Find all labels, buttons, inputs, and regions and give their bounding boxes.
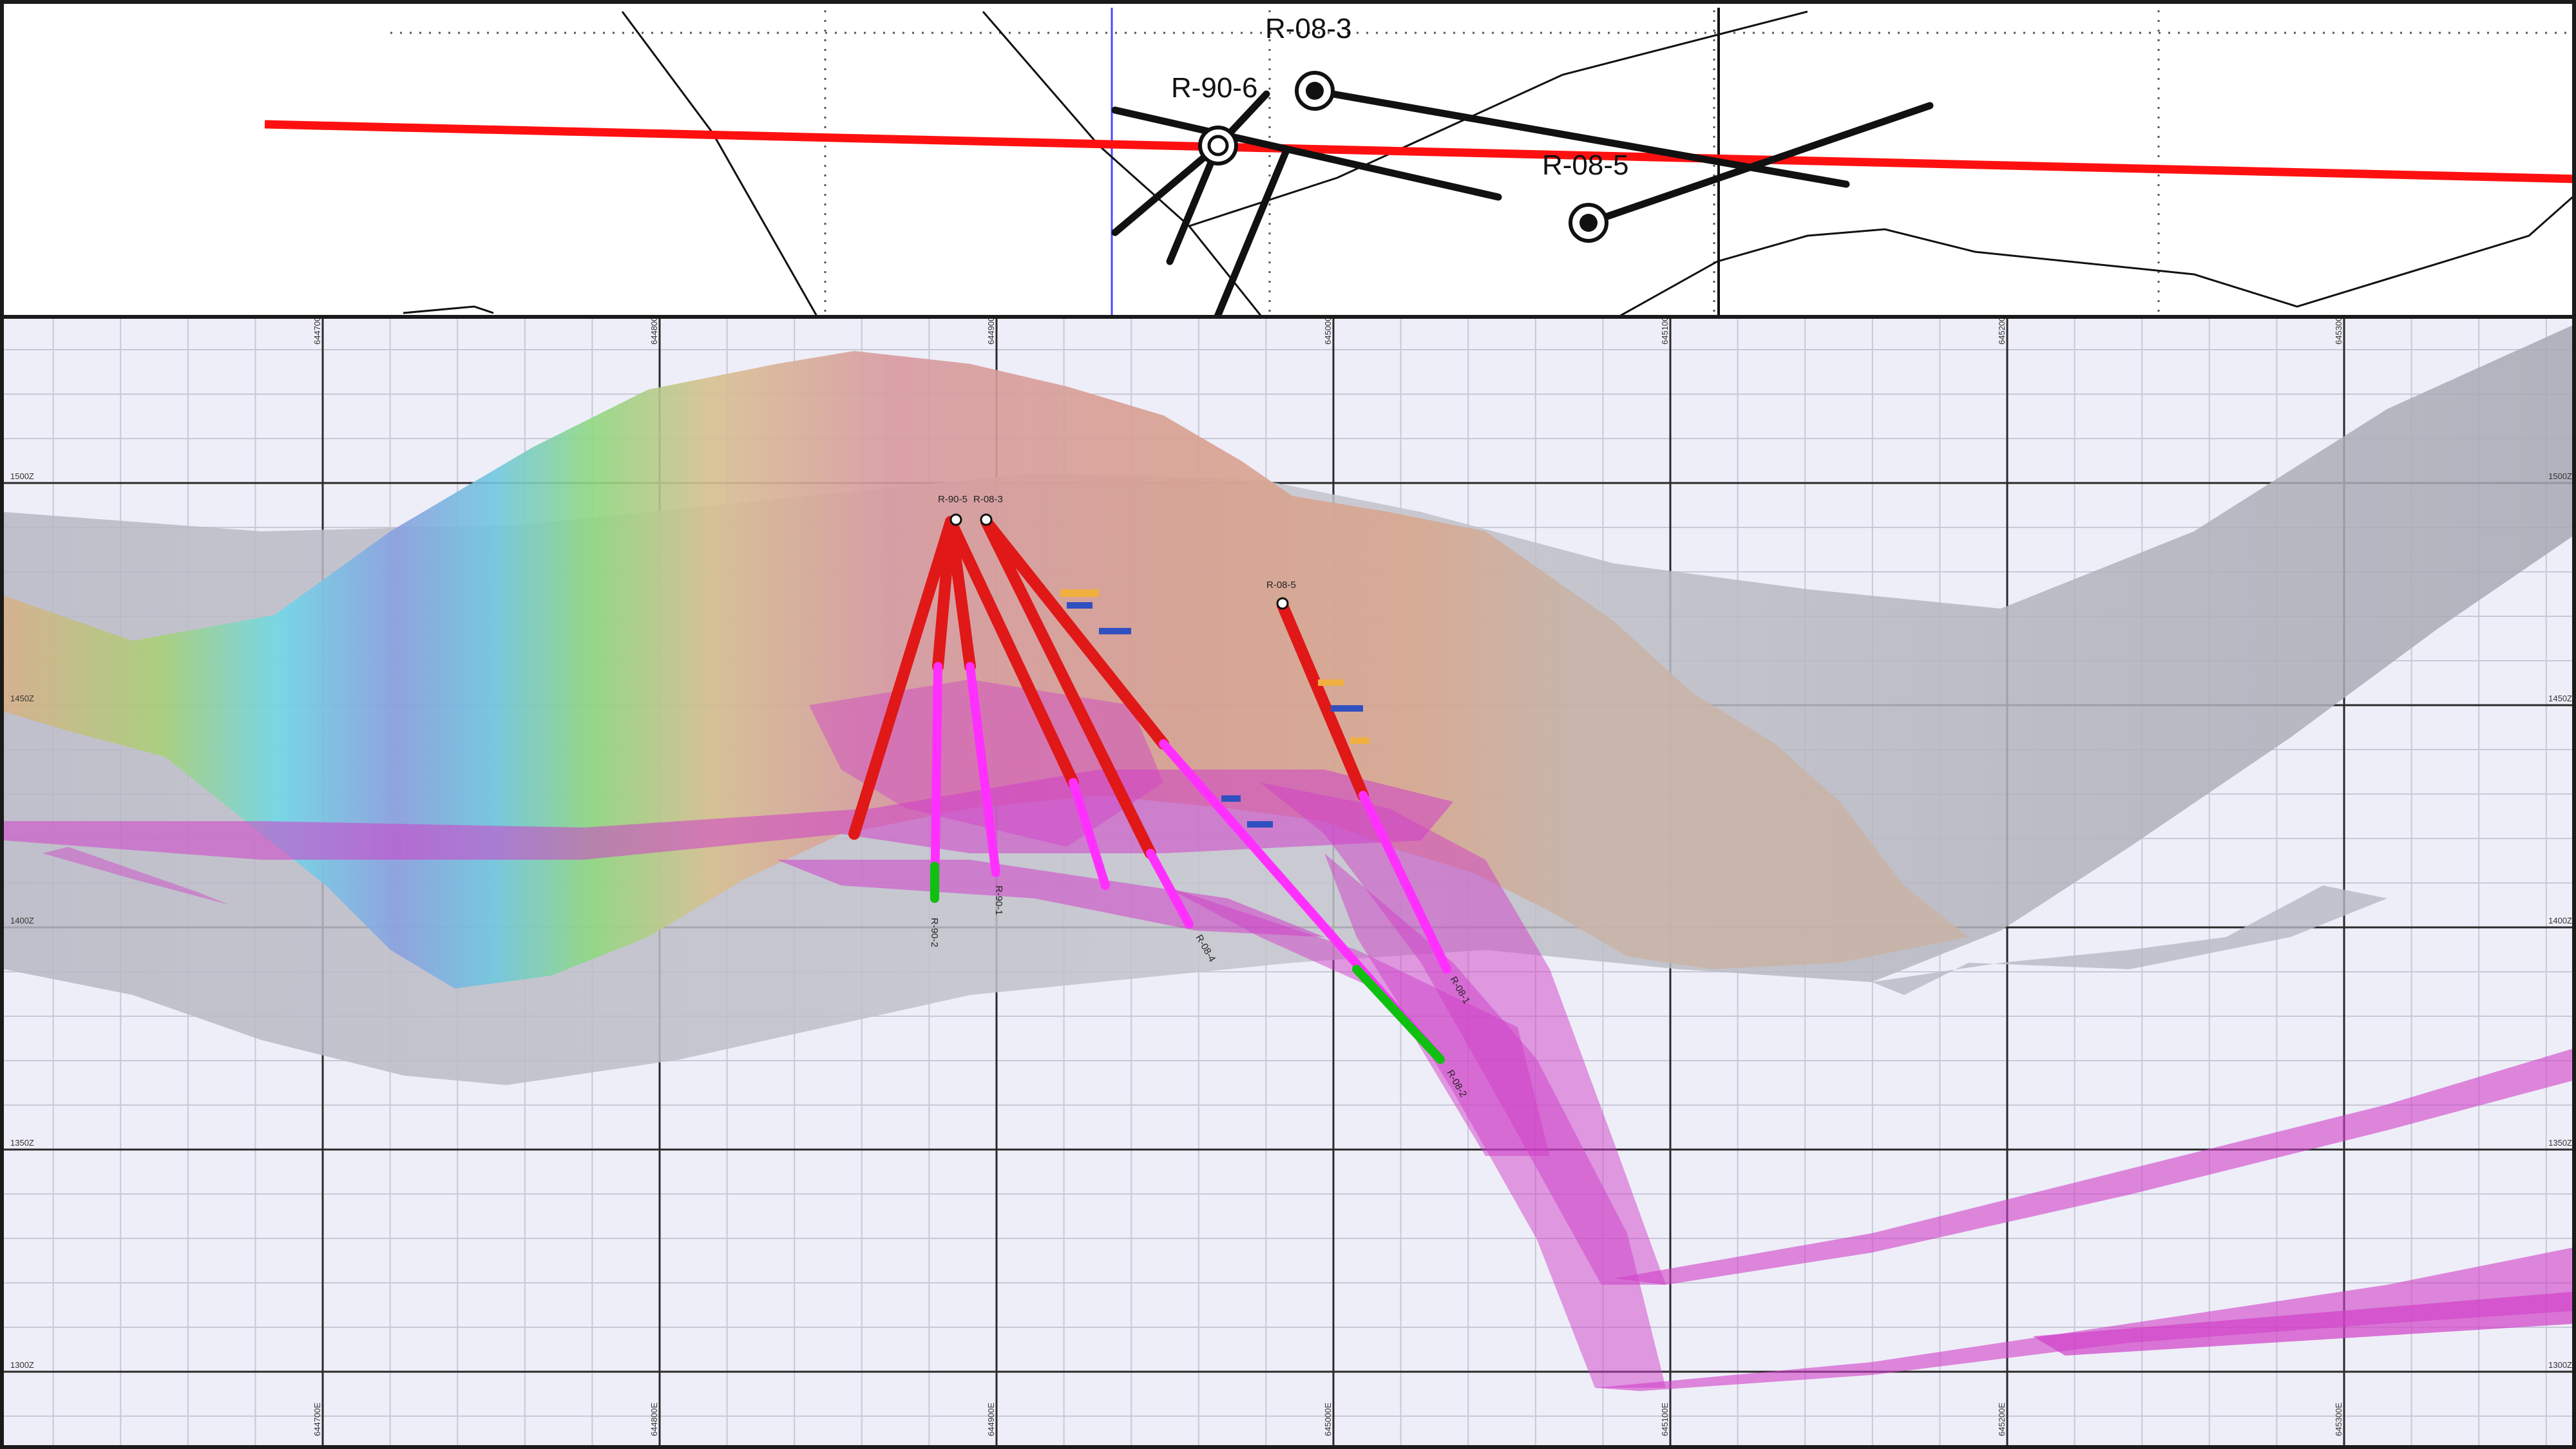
elevation-tick-label: 1450Z: [2548, 694, 2572, 703]
easting-tick-label: 645000E: [1323, 1403, 1333, 1436]
section-line: [264, 120, 2572, 184]
hole-end-label: R-90-1: [993, 886, 1004, 915]
easting-tick-label: 645100E: [1660, 1403, 1670, 1436]
plan-label-R-90-6: R-90-6: [1171, 72, 1258, 104]
section-collars[interactable]: [949, 513, 1289, 610]
plan-label-R-08-3: R-08-3: [1265, 13, 1352, 44]
elevation-labels-right: 1500Z 1450Z 1400Z 1350Z 1300Z: [2548, 471, 2572, 1370]
easting-tick-label: 644700E: [312, 319, 322, 345]
hole-end-label: R-90-2: [929, 918, 940, 947]
easting-labels-top: 644700E 644800E 644900E 645000E 645100E 64520…: [312, 319, 2343, 345]
elevation-tick-label: 1300Z: [2548, 1360, 2572, 1370]
easting-tick-label: 644900E: [986, 1403, 996, 1436]
elevation-labels-left: 1500Z 1450Z 1400Z 1350Z 1300Z: [10, 471, 34, 1370]
elevation-tick-label: 1500Z: [10, 471, 34, 481]
collar-label-right: R-08-3: [973, 494, 1003, 505]
collar-R-08-3[interactable]: [1295, 71, 1335, 111]
elevation-tick-label: 1350Z: [2548, 1138, 2572, 1148]
section-drill-holes: [848, 516, 1451, 1064]
elevation-tick-label: 1450Z: [10, 694, 34, 703]
easting-labels-bottom: 644700E 644800E 644900E 645000E 645100E 64520…: [312, 1403, 2343, 1436]
easting-tick-label: 644800E: [649, 319, 659, 345]
plan-outline-traces: [403, 10, 2572, 315]
collar-R-08-5[interactable]: [1569, 203, 1608, 243]
easting-tick-label: 645200E: [1997, 1403, 2007, 1436]
plan-dotted-grid: [390, 10, 2572, 315]
easting-tick-label: 644900E: [986, 319, 996, 345]
easting-tick-label: 644800E: [649, 1403, 659, 1436]
elevation-tick-label: 1500Z: [2548, 471, 2572, 481]
vein-planes: [4, 679, 2572, 1391]
elevation-tick-label: 1400Z: [10, 916, 34, 925]
plan-drill-traces: [1111, 87, 1934, 315]
elevation-tick-label: 1400Z: [2548, 916, 2572, 925]
easting-tick-label: 644700E: [312, 1403, 322, 1436]
collar-label-far: R-08-5: [1266, 580, 1296, 591]
collar-R-90-6[interactable]: [1198, 126, 1238, 166]
easting-tick-label: 645300E: [2334, 1403, 2343, 1436]
elevation-tick-label: 1350Z: [10, 1138, 34, 1148]
easting-tick-label: 645300E: [2334, 319, 2343, 345]
assay-histograms: [1060, 589, 1369, 828]
easting-tick-label: 645200E: [1997, 319, 2007, 345]
easting-tick-label: 645100E: [1660, 319, 1670, 345]
plan-label-R-08-5: R-08-5: [1542, 149, 1629, 181]
section-view-canvas[interactable]: R-90-5 R-08-3 R-08-5 R-90-2 R-90-1 R-08-…: [4, 319, 2576, 1449]
plan-view-canvas[interactable]: R-08-3 R-90-6 R-08-5: [4, 4, 2576, 319]
collar-label-left: R-90-5: [938, 494, 968, 505]
easting-tick-label: 645000E: [1323, 319, 1333, 345]
plan-view-pane[interactable]: R-08-3 R-90-6 R-08-5: [0, 0, 2576, 319]
grey-surface-lower: [1872, 886, 2387, 995]
section-view-pane[interactable]: R-90-5 R-08-3 R-08-5 R-90-2 R-90-1 R-08-…: [0, 319, 2576, 1449]
elevation-tick-label: 1300Z: [10, 1360, 34, 1370]
